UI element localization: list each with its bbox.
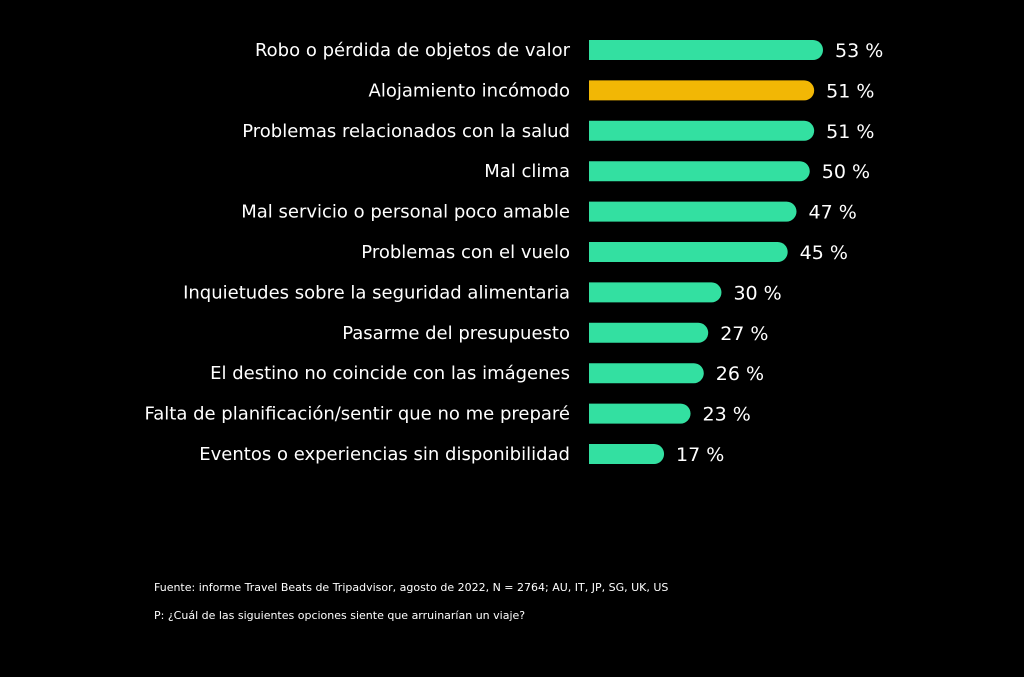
bar <box>589 444 665 464</box>
category-label: Problemas con el vuelo <box>361 242 570 263</box>
value-label: 51 % <box>826 80 874 102</box>
bar <box>589 201 797 222</box>
bar <box>589 120 815 141</box>
category-label: Mal clima <box>484 161 570 182</box>
bar <box>589 403 691 424</box>
category-label: Mal servicio o personal poco amable <box>241 202 570 223</box>
category-label: Eventos o experiencias sin disponibilida… <box>199 444 570 465</box>
value-label: 26 % <box>716 363 764 385</box>
bar <box>589 161 810 182</box>
value-label: 17 % <box>676 444 724 466</box>
value-label: 47 % <box>809 202 857 224</box>
source-footnote: Fuente: informe Travel Beats de Tripadvi… <box>154 581 669 594</box>
category-label: El destino no coincide con las imágenes <box>210 363 570 384</box>
value-label: 50 % <box>822 161 870 183</box>
bar <box>589 80 815 101</box>
value-label: 53 % <box>835 40 883 62</box>
category-label: Problemas relacionados con la salud <box>242 121 570 142</box>
value-label: 30 % <box>733 282 781 304</box>
category-label: Pasarme del presupuesto <box>342 323 570 344</box>
category-label: Alojamiento incómodo <box>369 80 570 101</box>
value-label: 51 % <box>826 121 874 143</box>
bar <box>589 282 722 303</box>
category-label: Falta de planificación/sentir que no me … <box>145 404 570 425</box>
category-label: Inquietudes sobre la seguridad alimentar… <box>183 282 570 303</box>
bar <box>589 40 823 60</box>
value-label: 27 % <box>720 323 768 345</box>
category-label: Robo o pérdida de objetos de valor <box>255 40 571 61</box>
bar <box>589 363 704 384</box>
bar <box>589 322 709 343</box>
value-label: 23 % <box>703 404 751 426</box>
bar <box>589 242 788 262</box>
value-label: 45 % <box>800 242 848 264</box>
bar-chart: Robo o pérdida de objetos de valor 53 % Al… <box>145 40 883 466</box>
question-footnote: P: ¿Cuál de las siguientes opciones sien… <box>154 609 526 622</box>
